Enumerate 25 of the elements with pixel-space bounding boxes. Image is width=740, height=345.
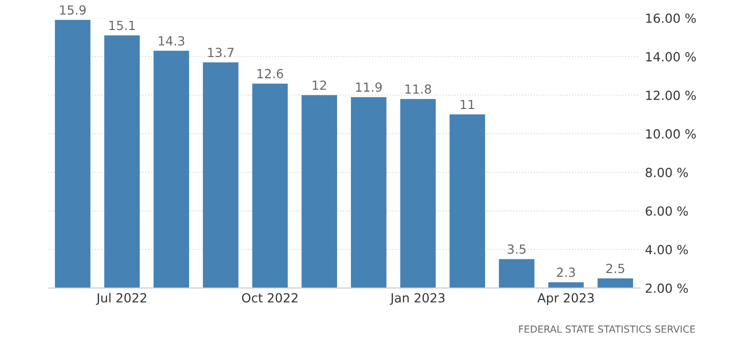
x-tick-label: Jan 2023 <box>390 293 445 305</box>
data-label: 15.9 <box>60 5 86 15</box>
data-label: 13.7 <box>208 48 234 58</box>
y-tick-label: 12.00 % <box>646 90 696 100</box>
data-label: 11.9 <box>356 82 382 92</box>
y-tick-label: 4.00 % <box>645 244 688 254</box>
data-label: 2.5 <box>606 264 624 274</box>
data-label: 11.8 <box>405 84 432 94</box>
x-tick-label: Oct 2022 <box>242 293 298 303</box>
y-tick-label: 14.00 % <box>646 52 696 62</box>
data-label: 12.6 <box>257 68 284 78</box>
data-label: 12 <box>312 80 326 90</box>
data-label: 11 <box>460 100 474 110</box>
x-tick-label: Jul 2022 <box>96 292 146 305</box>
x-tick-label: Apr 2023 <box>537 293 594 305</box>
y-tick-label: 10.00 % <box>646 129 696 139</box>
data-label: 3.5 <box>508 244 526 254</box>
data-label: 14.3 <box>158 36 184 46</box>
y-tick-label: 2.00 % <box>646 283 688 293</box>
text: FEDERAL STATE STATISTICS SERVICE <box>519 325 695 333</box>
data-label: 15.1 <box>109 20 135 30</box>
y-tick-label: 16.00 % <box>646 13 696 23</box>
data-label: 2.3 <box>556 268 575 278</box>
y-tick-label: 6.00 % <box>646 206 688 216</box>
y-tick-label: 8.00 % <box>646 168 688 178</box>
